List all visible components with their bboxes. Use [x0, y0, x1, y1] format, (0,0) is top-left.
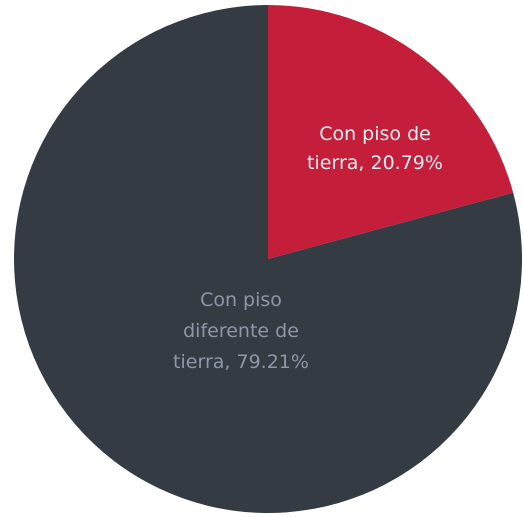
pie-labels: Con piso de tierra, 20.79% Con piso diferen…: [173, 123, 443, 373]
pie-slice-label-line: diferente de: [183, 320, 299, 342]
pie-slice-label-2: Con piso diferente de tierra, 79.21%: [173, 289, 309, 373]
pie-slice-label-line: Con piso: [200, 289, 282, 311]
pie-slice-label-1: Con piso de tierra, 20.79%: [307, 123, 443, 174]
pie-slice-label-line: tierra, 79.21%: [173, 351, 309, 373]
pie-slice-1: [268, 5, 514, 259]
pie-slice-label-line: tierra, 20.79%: [307, 152, 443, 174]
pie-slice-2: [13, 5, 523, 513]
pie-slice-label-line: Con piso de: [319, 123, 431, 145]
pie-slices: [13, 5, 523, 513]
